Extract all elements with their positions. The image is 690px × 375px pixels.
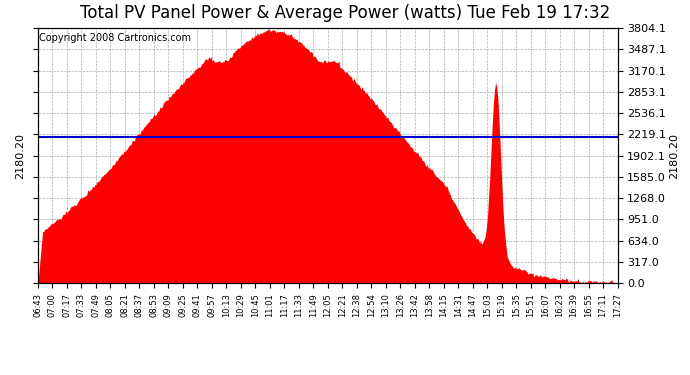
Y-axis label: 2180.20: 2180.20 — [669, 133, 679, 178]
Text: Copyright 2008 Cartronics.com: Copyright 2008 Cartronics.com — [39, 33, 191, 43]
Text: Total PV Panel Power & Average Power (watts) Tue Feb 19 17:32: Total PV Panel Power & Average Power (wa… — [80, 4, 610, 22]
Y-axis label: 2180.20: 2180.20 — [15, 133, 26, 178]
